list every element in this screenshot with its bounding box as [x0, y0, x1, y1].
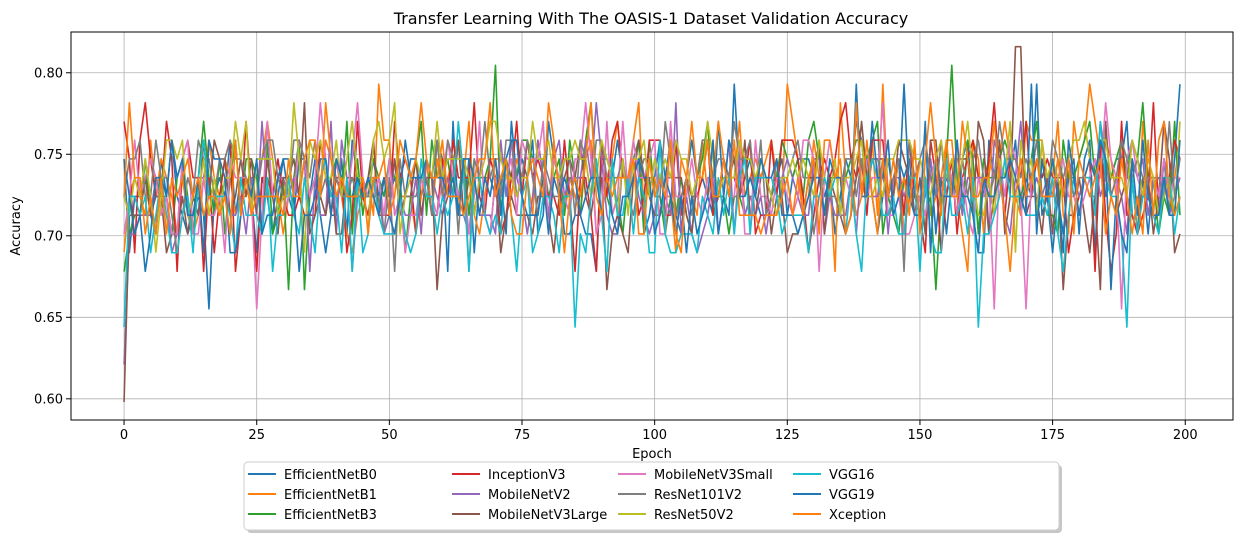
series-line-vgg19	[123, 83, 1181, 291]
y-tick-label: 0.70	[34, 229, 63, 244]
plot-frame	[70, 31, 1234, 421]
legend-label: Xception	[829, 508, 886, 523]
x-tick-label: 25	[248, 428, 265, 443]
y-tick-label: 0.75	[34, 148, 63, 163]
legend-label: MobileNetV3Small	[654, 468, 773, 483]
x-tick-label: 75	[514, 428, 531, 443]
legend-label: EfficientNetB0	[284, 468, 377, 483]
series-line-xception	[123, 101, 1181, 273]
x-tick-label: 200	[1173, 428, 1198, 443]
y-tick-label: 0.60	[34, 392, 63, 407]
x-tick-label: 0	[120, 428, 128, 443]
x-axis: 0 25 50 75 100 125 150 175 200	[120, 420, 1198, 443]
y-tick-label: 0.80	[34, 66, 63, 81]
series-layer	[123, 45, 1181, 403]
x-tick-label: 100	[642, 428, 667, 443]
y-tick-label: 0.65	[34, 311, 63, 326]
series-line-vgg16	[123, 120, 1181, 328]
y-axis: 0.60 0.65 0.70 0.75 0.80	[34, 66, 71, 407]
legend-label: InceptionV3	[488, 468, 566, 483]
chart-title: Transfer Learning With The OASIS-1 Datas…	[393, 9, 908, 28]
x-tick-label: 125	[775, 428, 800, 443]
x-tick-label: 50	[381, 428, 398, 443]
legend-label: EfficientNetB1	[284, 488, 377, 503]
legend: EfficientNetB0 EfficientNetB1 EfficientNet…	[243, 461, 1062, 533]
legend-label: MobileNetV3Large	[488, 508, 607, 523]
legend-box	[243, 461, 1060, 531]
legend-label: VGG16	[829, 468, 875, 483]
x-tick-label: 150	[908, 428, 933, 443]
legend-label: VGG19	[829, 488, 875, 503]
legend-label: ResNet101V2	[654, 488, 742, 503]
legend-label: ResNet50V2	[654, 508, 734, 523]
x-tick-label: 175	[1040, 428, 1065, 443]
legend-label: MobileNetV2	[488, 488, 571, 503]
y-axis-label: Accuracy	[9, 196, 24, 256]
legend-label: EfficientNetB3	[284, 508, 377, 523]
x-axis-label: Epoch	[632, 447, 672, 462]
